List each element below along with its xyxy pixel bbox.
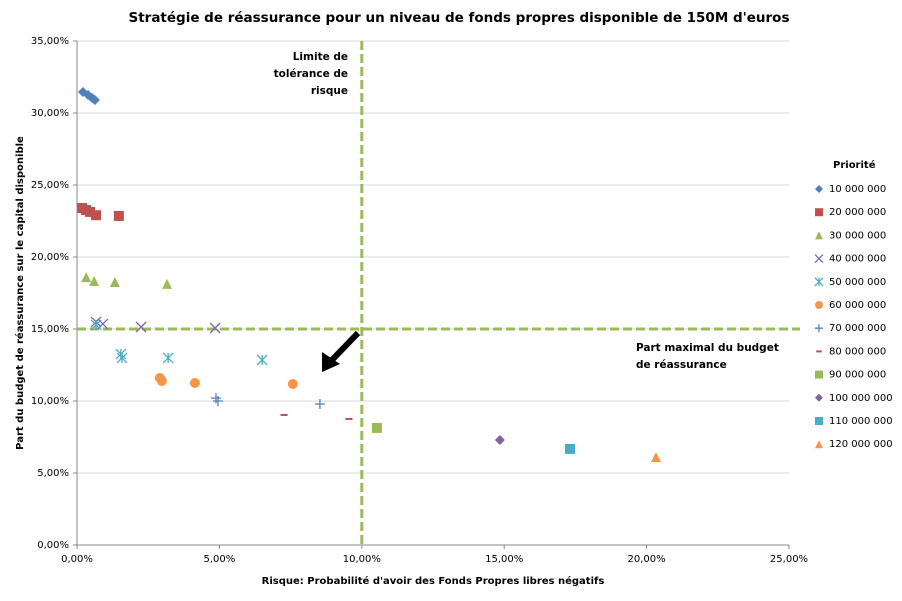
x-tick-label: 0,00% — [61, 554, 93, 565]
marker — [209, 322, 221, 334]
x-axis-label: Risque: Probabilité d'avoir des Fonds Pr… — [262, 575, 605, 587]
legend-label: 120 000 000 — [829, 439, 893, 450]
arrow-head — [322, 352, 340, 372]
marker — [89, 276, 100, 287]
y-tick-label: 15,00% — [31, 324, 69, 335]
marker — [815, 370, 823, 379]
marker — [91, 210, 102, 221]
marker — [156, 375, 167, 386]
x-tick-label: 20,00% — [628, 554, 666, 565]
marker — [314, 399, 325, 410]
marker — [90, 319, 102, 331]
marker — [815, 393, 823, 402]
marker — [89, 95, 100, 106]
annotation: de réassurance — [636, 359, 727, 371]
y-tick-label: 20,00% — [31, 252, 69, 263]
marker — [815, 231, 823, 240]
legend-label: 20 000 000 — [829, 207, 886, 218]
x-tick-label: 15,00% — [485, 554, 523, 565]
marker — [564, 443, 575, 454]
marker — [815, 417, 823, 425]
chart-title: Stratégie de réassurance pour un niveau … — [128, 10, 789, 26]
plot-area — [73, 40, 800, 549]
marker — [814, 277, 824, 287]
x-tick-label: 5,00% — [204, 554, 236, 565]
marker — [494, 435, 505, 446]
marker — [815, 185, 823, 193]
legend-label: 110 000 000 — [829, 416, 893, 427]
annotation: risque — [311, 85, 348, 97]
marker — [162, 352, 174, 364]
marker — [814, 254, 824, 264]
legend-label: 70 000 000 — [829, 323, 886, 334]
legend-label: 60 000 000 — [829, 300, 886, 311]
marker — [85, 206, 96, 217]
marker — [371, 422, 382, 433]
marker — [189, 378, 200, 388]
marker — [135, 321, 147, 333]
annotation: Limite de — [293, 51, 348, 63]
annotation: Part maximal du budget — [636, 342, 779, 354]
legend-title: Priorité — [833, 159, 876, 171]
marker — [109, 277, 120, 288]
marker — [815, 324, 823, 333]
arrow-shaft — [329, 330, 361, 363]
legend-label: 40 000 000 — [829, 254, 886, 265]
y-tick-label: 25,00% — [31, 180, 69, 191]
marker — [815, 440, 823, 449]
legend-label: 90 000 000 — [829, 370, 886, 381]
y-tick-label: 35,00% — [31, 36, 69, 47]
legend-label: 10 000 000 — [829, 184, 886, 195]
y-tick-label: 0,00% — [37, 540, 69, 551]
marker — [113, 210, 124, 221]
legend-label: 50 000 000 — [829, 277, 886, 288]
x-tick-label: 10,00% — [343, 554, 381, 565]
marker — [287, 379, 298, 390]
marker — [212, 396, 223, 406]
x-tick-label: 25,00% — [770, 554, 808, 565]
marker — [815, 301, 823, 309]
legend-label: 80 000 000 — [829, 346, 886, 357]
y-axis-label: Part du budget de réassurance sur le cap… — [14, 136, 26, 450]
legend-label: 30 000 000 — [829, 230, 886, 241]
marker — [116, 352, 128, 364]
y-tick-label: 5,00% — [37, 468, 69, 479]
y-tick-label: 10,00% — [31, 396, 69, 407]
arrow — [322, 330, 361, 372]
marker — [81, 272, 92, 283]
marker — [650, 452, 661, 463]
marker — [256, 354, 268, 366]
legend-label: 100 000 000 — [829, 393, 893, 404]
y-tick-label: 30,00% — [31, 108, 69, 119]
annotation: tolérance de — [274, 68, 348, 80]
marker — [815, 208, 823, 217]
marker — [161, 278, 172, 289]
